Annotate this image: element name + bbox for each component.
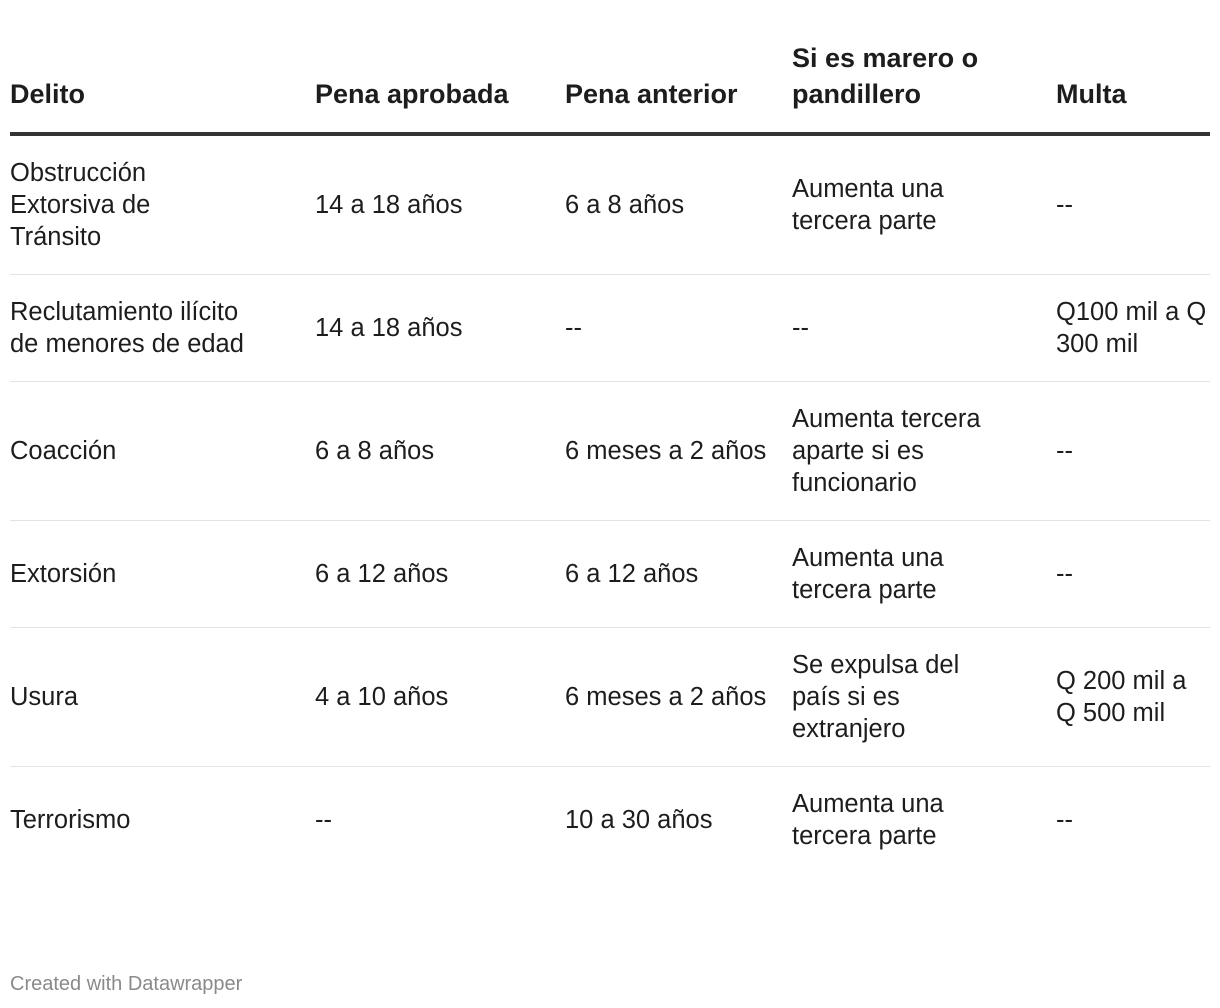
cell-marero-pandillero: Aumenta una tercera parte	[792, 134, 1056, 275]
table-row: Terrorismo -- 10 a 30 años Aumenta una t…	[10, 767, 1210, 874]
table-row: Extorsión 6 a 12 años 6 a 12 años Aument…	[10, 520, 1210, 628]
cell-delito: Usura	[10, 627, 315, 767]
cell-delito: Coacción	[10, 381, 315, 521]
cell-delito: Extorsión	[10, 520, 315, 628]
header-row: Delito Pena aprobada Pena anterior Si es…	[10, 40, 1210, 136]
table-row: Obstrucción Extorsiva de Tránsito 14 a 1…	[10, 134, 1210, 275]
cell-pena-aprobada: 4 a 10 años	[315, 627, 565, 767]
header-multa: Multa	[1056, 40, 1210, 136]
cell-pena-aprobada: 14 a 18 años	[315, 274, 565, 382]
cell-pena-anterior: 6 a 8 años	[565, 134, 792, 275]
cell-multa: Q100 mil a Q 300 mil	[1056, 274, 1210, 382]
cell-marero-pandillero: Se expulsa del país si es extranjero	[792, 627, 1056, 767]
cell-pena-aprobada: 14 a 18 años	[315, 134, 565, 275]
header-delito: Delito	[10, 40, 315, 136]
cell-pena-aprobada: 6 a 8 años	[315, 381, 565, 521]
table-header: Delito Pena aprobada Pena anterior Si es…	[10, 40, 1210, 136]
cell-multa: Q 200 mil a Q 500 mil	[1056, 627, 1210, 767]
table-row: Coacción 6 a 8 años 6 meses a 2 años Aum…	[10, 381, 1210, 521]
cell-multa: --	[1056, 134, 1210, 275]
data-table: Delito Pena aprobada Pena anterior Si es…	[10, 40, 1210, 873]
cell-pena-anterior: 6 meses a 2 años	[565, 627, 792, 767]
table-row: Usura 4 a 10 años 6 meses a 2 años Se ex…	[10, 627, 1210, 767]
cell-pena-aprobada: --	[315, 806, 332, 834]
cell-marero-pandillero: --	[792, 274, 1056, 382]
header-marero-pandillero: Si es marero o pandillero	[792, 40, 1056, 136]
footer-credit[interactable]: Created with Datawrapper	[10, 973, 243, 995]
cell-pena-aprobada: 6 a 12 años	[315, 520, 565, 628]
cell-pena-anterior: 6 a 12 años	[565, 520, 792, 628]
cell-pena-anterior: 10 a 30 años	[565, 806, 713, 834]
cell-delito: Reclutamiento ilícito de menores de edad	[10, 274, 315, 382]
table-body: Obstrucción Extorsiva de Tránsito 14 a 1…	[10, 134, 1210, 873]
cell-pena-anterior: --	[565, 274, 792, 382]
cell-delito: Terrorismo	[10, 806, 131, 834]
table-row: Reclutamiento ilícito de menores de edad…	[10, 274, 1210, 382]
cell-multa: --	[1056, 806, 1073, 834]
cell-marero-pandillero: Aumenta tercera aparte si es funcionario	[792, 381, 1056, 521]
header-pena-aprobada: Pena aprobada	[315, 40, 565, 136]
cell-multa: --	[1056, 520, 1210, 628]
cell-multa: --	[1056, 381, 1210, 521]
cell-marero-pandillero: Aumenta una tercera parte	[792, 790, 944, 850]
cell-marero-pandillero: Aumenta una tercera parte	[792, 520, 1056, 628]
header-pena-anterior: Pena anterior	[565, 40, 792, 136]
table-container: Delito Pena aprobada Pena anterior Si es…	[10, 40, 1210, 873]
cell-pena-anterior: 6 meses a 2 años	[565, 381, 792, 521]
cell-delito: Obstrucción Extorsiva de Tránsito	[10, 134, 315, 275]
